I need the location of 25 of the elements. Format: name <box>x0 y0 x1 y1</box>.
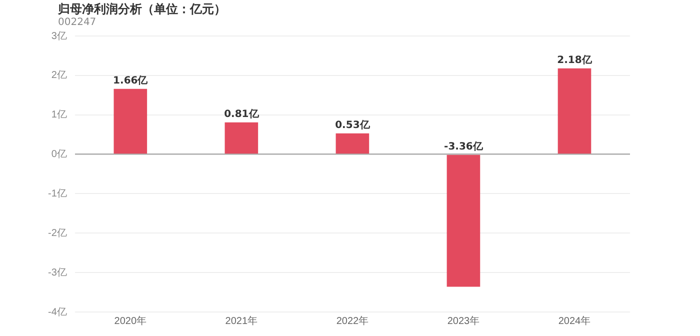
y-tick-label: 0亿 <box>51 149 67 160</box>
y-tick-label: 2亿 <box>51 70 67 82</box>
y-tick-label: 3亿 <box>51 30 67 42</box>
y-tick-label: -2亿 <box>48 228 67 239</box>
y-tick-label: -3亿 <box>48 267 67 278</box>
chart-subtitle: 002247 <box>58 17 96 28</box>
bar <box>558 68 592 154</box>
data-label: 2.18亿 <box>557 54 593 66</box>
chart-title: 归母净利润分析（单位：亿元） <box>58 1 226 18</box>
x-tick-label: 2024年 <box>558 314 591 327</box>
x-tick-label: 2023年 <box>447 314 480 327</box>
x-tick-label: 2020年 <box>114 314 147 327</box>
bar <box>114 88 148 154</box>
bar <box>446 154 480 287</box>
y-tick-label: -1亿 <box>48 188 67 200</box>
bar <box>336 133 370 154</box>
data-label: 0.81亿 <box>224 108 260 120</box>
data-label: 1.66亿 <box>113 74 149 86</box>
data-label: 0.53亿 <box>335 118 371 131</box>
data-label: -3.36亿 <box>444 140 484 152</box>
x-tick-label: 2021年 <box>225 314 258 327</box>
bar <box>224 122 258 154</box>
y-tick-label: -4亿 <box>48 306 67 318</box>
x-tick-label: 2022年 <box>336 314 369 327</box>
y-tick-label: 1亿 <box>51 110 67 121</box>
